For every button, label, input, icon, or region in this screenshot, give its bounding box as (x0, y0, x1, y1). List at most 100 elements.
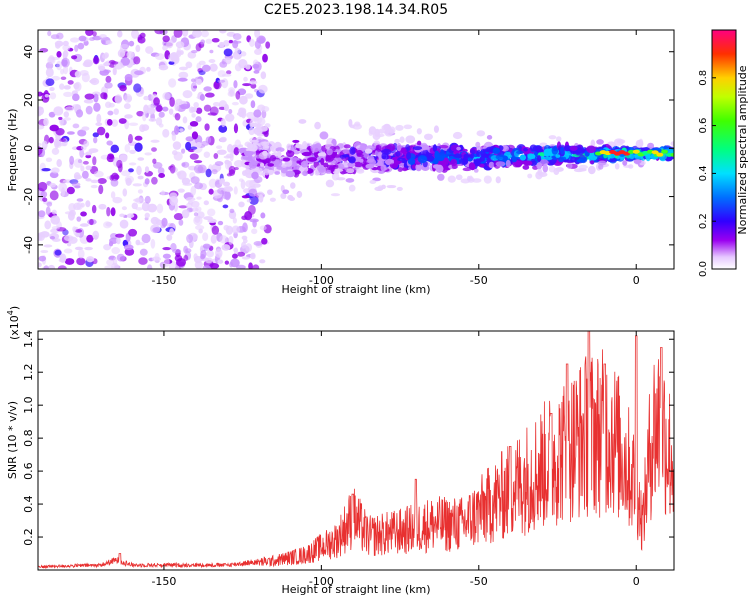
spectrogram-blob (253, 109, 262, 118)
spectrogram-blob (377, 128, 388, 134)
spectrogram-blob (57, 265, 67, 269)
spectrogram-blob (399, 136, 405, 143)
spectrogram-blob (139, 124, 146, 133)
spectrogram-blob (168, 108, 174, 115)
spectrogram-blob (54, 40, 64, 47)
spectrogram-blob (275, 147, 285, 153)
spectrogram-blob (281, 164, 287, 168)
spectrogram-blob (586, 145, 596, 154)
spectrogram-blob (45, 67, 54, 78)
spectrogram-blob (208, 178, 218, 188)
snr-xtick-label: -50 (470, 575, 488, 588)
spectrogram-ridge (656, 152, 664, 157)
spectrogram-ytick-label: 20 (22, 93, 35, 107)
spectrogram-blob (178, 71, 189, 79)
spectrogram-blob (152, 158, 157, 164)
spectrogram-blob (187, 200, 194, 205)
spectrogram-blob (41, 168, 51, 172)
spectrogram-blob (285, 170, 296, 178)
spectrogram-blob (473, 168, 479, 173)
spectrogram-blob (132, 183, 142, 187)
spectrogram-blob (225, 225, 234, 235)
spectrogram-blob (154, 30, 164, 35)
spectrogram-blob (158, 64, 169, 71)
spectrogram-blob (123, 244, 134, 251)
spectrogram-blob (193, 101, 199, 109)
spectrogram-blob (635, 139, 644, 148)
spectrogram-blob (85, 165, 92, 171)
spectrogram-blob (119, 213, 125, 218)
spectrogram-blob (254, 30, 261, 39)
spectrogram-blob (397, 167, 403, 173)
spectrogram-blob (220, 117, 226, 128)
spectrogram-blob (124, 114, 133, 119)
spectrogram-blob (45, 206, 51, 216)
spectrogram-blob (209, 49, 214, 54)
spectrogram-blob (195, 107, 203, 114)
spectrogram-blob (495, 154, 506, 160)
spectrogram-blob (75, 232, 81, 238)
spectrogram-blob (242, 222, 248, 233)
spectrogram-blob (107, 110, 114, 116)
spectrogram-blob (259, 163, 265, 167)
spectrogram-blob (146, 66, 151, 72)
spectrogram-blob (93, 102, 101, 112)
spectrogram-blob (116, 159, 123, 169)
snr-ytick-label: 0.2 (22, 528, 35, 546)
spectrogram-blob (249, 218, 259, 223)
spectrogram-blob (202, 243, 211, 249)
colorbar-tick-label: 0.0 (698, 261, 709, 277)
spectrogram-blob (169, 164, 176, 174)
spectrogram-blob (89, 218, 94, 226)
spectrogram-blob (238, 201, 245, 208)
spectrogram-blob (298, 119, 307, 124)
spectrogram-blob (181, 209, 190, 219)
spectrogram-blob (529, 144, 538, 152)
svg-text:(x104): (x104) (6, 306, 21, 340)
spectrogram-blob (47, 30, 52, 37)
spectrogram-blob (267, 163, 275, 167)
spectrogram-blob (191, 113, 196, 118)
spectrogram-blob (438, 145, 449, 149)
spectrogram-blob (150, 139, 160, 143)
spectrogram-blob (558, 156, 565, 163)
spectrogram-blob (228, 165, 236, 175)
spectrogram-blob (330, 193, 341, 197)
spectrogram-blob (216, 145, 223, 150)
spectrogram-blob (102, 53, 108, 60)
spectrogram-blob (119, 154, 128, 163)
spectrogram-blob (72, 123, 80, 129)
spectrogram-blob (343, 144, 351, 149)
spectrogram-blob (66, 186, 75, 195)
spectrogram-blob (274, 159, 283, 168)
spectrogram-blob (216, 149, 227, 155)
spectrogram-panel: -150 -100 -50 0 -40 -20 0 20 40 Height of strai… (6, 29, 675, 296)
spectrogram-blob (479, 156, 485, 162)
spectrogram-blob (201, 64, 211, 72)
spectrogram-blob (204, 123, 210, 131)
spectrogram-blob (43, 265, 49, 269)
spectrogram-blob (45, 78, 55, 86)
spectrogram-marks (38, 30, 674, 269)
spectrogram-blob (389, 163, 397, 167)
spectrogram-blob (137, 36, 146, 44)
spectrogram-blob (151, 176, 158, 185)
spectrogram-blob (44, 220, 52, 230)
spectrogram-blob (66, 242, 72, 247)
spectrogram-blob (416, 128, 422, 135)
spectrogram-blob (265, 41, 271, 49)
spectrogram-blob (290, 146, 295, 151)
spectrogram-blob (168, 78, 177, 88)
spectrogram-blob (212, 102, 221, 107)
spectrogram-blob (613, 138, 624, 146)
spectrogram-blob (74, 229, 83, 233)
spectrogram-blob (205, 92, 215, 98)
spectrogram-blob (133, 56, 141, 65)
spectrogram-blob (193, 253, 198, 261)
spectrogram-blob (250, 83, 257, 89)
spectrogram-blob (258, 194, 264, 203)
spectrogram-blob (196, 141, 202, 148)
spectrogram-blob (542, 164, 549, 173)
spectrogram-blob (137, 189, 144, 194)
spectrogram-blob (407, 158, 416, 165)
